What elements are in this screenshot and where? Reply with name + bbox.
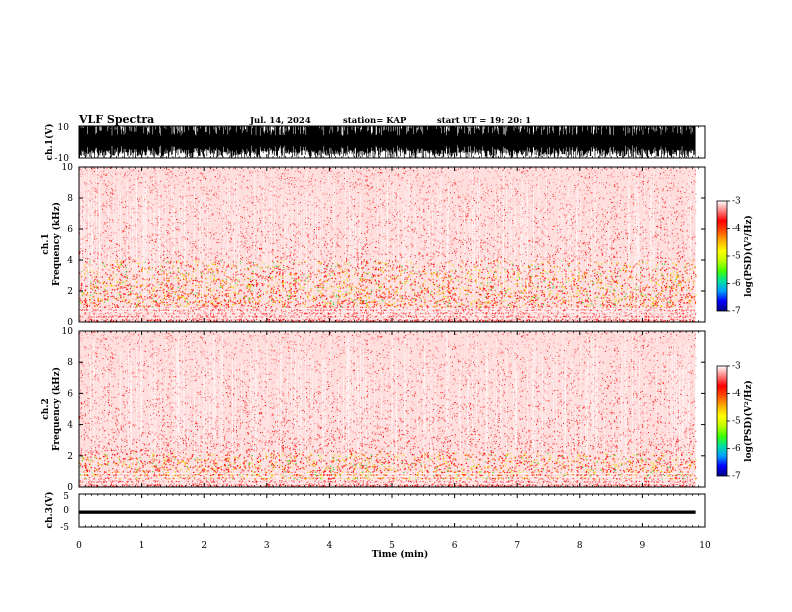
x-tick-label: 5 bbox=[389, 541, 395, 551]
ch3-waveform-trace bbox=[79, 510, 696, 514]
ch1-spectrogram-image bbox=[79, 167, 697, 322]
ch3-waveform-band bbox=[79, 510, 696, 514]
ch3-waveform-panel: 5 0 -5 ch.3(V) bbox=[44, 492, 706, 533]
spec2-lowfreq-lines bbox=[79, 473, 696, 484]
spec2-ytick-label: 10 bbox=[62, 327, 74, 337]
cb2-tick-label: -3 bbox=[732, 362, 741, 372]
spec1-ytick-label: 8 bbox=[67, 194, 73, 204]
cb2-tick-label: -4 bbox=[732, 389, 741, 399]
ch2-spectrogram-yticks: 0 2 4 6 8 10 bbox=[62, 327, 705, 493]
spec1-sferic-streaks bbox=[80, 167, 692, 315]
spec2-sferic-streaks bbox=[89, 331, 696, 480]
x-tick-label: 7 bbox=[514, 541, 520, 551]
cb1-gradient bbox=[716, 200, 728, 312]
cb2-label: log(PSD)(V²/Hz) bbox=[743, 380, 754, 462]
ch1-spec-ylabel-line2: Frequency (kHz) bbox=[51, 202, 62, 286]
spec1-ytick-label: 6 bbox=[67, 225, 73, 235]
x-tick-label: 10 bbox=[699, 541, 711, 551]
x-tick-label: 9 bbox=[640, 541, 646, 551]
ch1-spectrogram-panel: 0 2 4 6 8 10 ch.1 Frequency (kHz) bbox=[41, 163, 706, 328]
cb1-tick-label: -3 bbox=[732, 197, 741, 207]
cb1-label: log(PSD)(V²/Hz) bbox=[743, 215, 754, 297]
spec1-red-speckle bbox=[79, 167, 697, 322]
ch2-spec-ylabel-line2: Frequency (kHz) bbox=[51, 367, 62, 451]
x-tick-label: 8 bbox=[577, 541, 583, 551]
cb2-tick-label: -6 bbox=[732, 444, 741, 454]
x-tick-label: 3 bbox=[264, 541, 270, 551]
cb2-tick-label: -7 bbox=[732, 472, 741, 482]
figure-title: VLF Spectra bbox=[78, 113, 154, 126]
date-label: Jul. 14, 2024 bbox=[249, 116, 311, 126]
x-tick-label: 2 bbox=[201, 541, 207, 551]
cb2-gradient bbox=[716, 365, 728, 477]
cb2-tick-label: -5 bbox=[732, 417, 741, 427]
spec1-ytick-label: 0 bbox=[67, 318, 73, 328]
start-time-label: start UT = 19: 20: 1 bbox=[437, 116, 531, 126]
ch1-waveform-panel: 10 -10 ch.1(V) bbox=[44, 123, 706, 164]
spec2-ytick-label: 0 bbox=[67, 483, 73, 493]
spec1-lowfreq-lines bbox=[79, 308, 696, 319]
cb1-tick-label: -6 bbox=[732, 279, 741, 289]
time-axis-label: Time (min) bbox=[372, 549, 429, 560]
cb1-tick-label: -5 bbox=[732, 252, 741, 262]
time-axis-ticks: 0 1 2 3 4 5 6 7 8 9 10 bbox=[76, 126, 711, 551]
ch1-ylabel: ch.1(V) bbox=[44, 124, 55, 161]
x-tick-label: 6 bbox=[452, 541, 458, 551]
ch2-spectrogram-panel: 0 2 4 6 8 10 ch.2 Frequency (kHz) bbox=[41, 327, 706, 493]
ch2-spec-ylabel-line1: ch.2 bbox=[41, 398, 51, 419]
spec2-ytick-label: 4 bbox=[67, 421, 73, 431]
ch1-ytick-top: 10 bbox=[58, 123, 70, 133]
spec2-ytick-label: 8 bbox=[67, 358, 73, 368]
ch1-spectrogram-yticks: 0 2 4 6 8 10 bbox=[62, 163, 705, 328]
station-label: station= KAP bbox=[343, 116, 407, 126]
x-tick-label: 4 bbox=[327, 541, 333, 551]
cb1-tick-label: -4 bbox=[732, 224, 741, 234]
x-tick-label: 1 bbox=[139, 541, 145, 551]
spec1-ytick-label: 10 bbox=[62, 163, 74, 173]
ch3-ylabel: ch.3(V) bbox=[44, 492, 55, 529]
ch3-ytick-0: 0 bbox=[63, 506, 69, 516]
ch1-ytick-bottom: -10 bbox=[55, 154, 70, 164]
spec1-ytick-label: 4 bbox=[67, 256, 73, 266]
x-tick-label: 0 bbox=[76, 541, 82, 551]
ch3-ytick-5: 5 bbox=[63, 492, 69, 502]
ch2-spectrogram-image bbox=[79, 331, 697, 487]
ch1-waveform-line bbox=[79, 126, 696, 158]
spec2-ytick-label: 2 bbox=[67, 452, 73, 462]
ch3-ytick-minus5: -5 bbox=[60, 523, 69, 533]
ch1-spec-ylabel-line1: ch.1 bbox=[41, 233, 51, 254]
cb1-tick-label: -7 bbox=[732, 307, 741, 317]
spec1-ytick-label: 2 bbox=[67, 287, 73, 297]
spec2-ytick-label: 6 bbox=[67, 389, 73, 399]
ch1-waveform-trace bbox=[79, 126, 696, 158]
